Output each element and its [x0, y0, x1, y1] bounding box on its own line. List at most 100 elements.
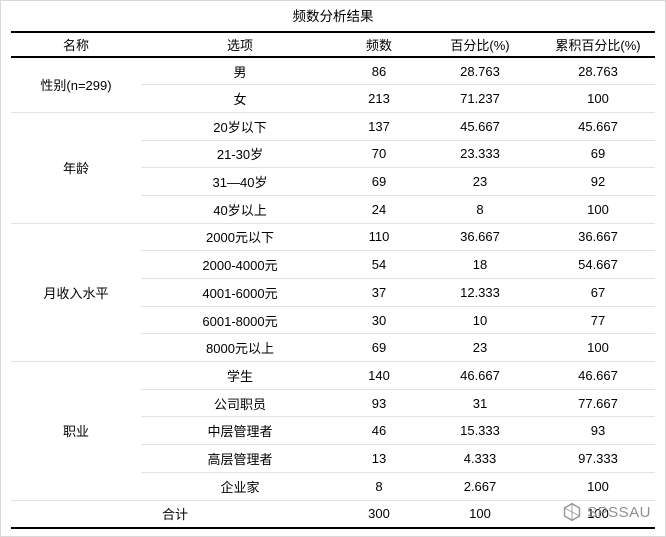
frequency-table: 名称 选项 频数 百分比(%) 累积百分比(%) 性别(n=299) 男 86 … — [11, 31, 655, 529]
group-label-gender: 性别(n=299) — [11, 57, 141, 113]
pct-cell: 4.333 — [419, 444, 541, 473]
option-cell: 公司职员 — [141, 389, 339, 418]
pct-cell: 45.667 — [419, 112, 541, 141]
group-label-age: 年龄 — [11, 112, 141, 224]
cum-cell: 67 — [541, 278, 655, 307]
option-cell: 2000元以下 — [141, 223, 339, 252]
freq-cell: 54 — [339, 250, 419, 279]
freq-cell: 13 — [339, 444, 419, 473]
cum-cell: 97.333 — [541, 444, 655, 473]
option-cell: 8000元以上 — [141, 333, 339, 363]
table-row: 高层管理者 13 4.333 97.333 — [11, 444, 655, 473]
spssau-logo-icon — [562, 502, 582, 522]
pct-cell: 28.763 — [419, 57, 541, 86]
pct-cell: 71.237 — [419, 84, 541, 113]
pct-cell: 31 — [419, 389, 541, 418]
freq-cell: 70 — [339, 140, 419, 169]
table-row: 40岁以上 24 8 100 — [11, 195, 655, 224]
option-cell: 高层管理者 — [141, 444, 339, 473]
option-cell: 40岁以上 — [141, 195, 339, 224]
table-row: 21-30岁 70 23.333 69 — [11, 140, 655, 169]
col-header-frequency: 频数 — [339, 32, 419, 58]
pct-cell: 23 — [419, 333, 541, 363]
cum-cell: 28.763 — [541, 57, 655, 86]
table-row: 公司职员 93 31 77.667 — [11, 389, 655, 418]
freq-cell: 69 — [339, 167, 419, 196]
table-row: 女 213 71.237 100 — [11, 84, 655, 113]
freq-cell: 30 — [339, 306, 419, 335]
option-cell: 21-30岁 — [141, 140, 339, 169]
option-cell: 31—40岁 — [141, 167, 339, 196]
table-row: 性别(n=299) 男 86 28.763 28.763 — [11, 57, 655, 113]
pct-cell: 15.333 — [419, 416, 541, 446]
option-cell: 学生 — [141, 361, 339, 390]
group-label-income: 月收入水平 — [11, 223, 141, 363]
pct-cell: 2.667 — [419, 472, 541, 501]
cum-cell: 69 — [541, 140, 655, 169]
option-cell: 2000-4000元 — [141, 250, 339, 279]
watermark-text: SPSSAU — [587, 503, 651, 521]
cum-cell: 36.667 — [541, 223, 655, 252]
col-header-name: 名称 — [11, 32, 141, 58]
option-cell: 女 — [141, 84, 339, 113]
total-freq-cell: 300 — [368, 506, 390, 522]
table-row: 企业家 8 2.667 100 — [11, 472, 655, 501]
pct-cell: 12.333 — [419, 278, 541, 307]
table-row: 4001-6000元 37 12.333 67 — [11, 278, 655, 307]
cum-cell: 45.667 — [541, 112, 655, 141]
option-cell: 20岁以下 — [141, 112, 339, 141]
total-row: 合计 300 100 100 — [11, 500, 655, 528]
pct-cell: 36.667 — [419, 223, 541, 252]
freq-cell: 46 — [339, 416, 419, 446]
col-header-cumulative-percent: 累积百分比(%) — [541, 32, 655, 58]
pct-cell: 23.333 — [419, 140, 541, 169]
freq-cell: 213 — [339, 84, 419, 113]
option-cell: 6001-8000元 — [141, 306, 339, 335]
cum-cell: 100 — [541, 84, 655, 113]
group-label-occupation: 职业 — [11, 361, 141, 501]
freq-cell: 24 — [339, 195, 419, 224]
cum-cell: 100 — [541, 472, 655, 501]
freq-cell: 69 — [339, 333, 419, 363]
table-row: 6001-8000元 30 10 77 — [11, 306, 655, 335]
freq-cell: 37 — [339, 278, 419, 307]
total-label: 合计 — [161, 507, 188, 523]
watermark: SPSSAU — [562, 502, 651, 522]
cum-cell: 100 — [541, 333, 655, 363]
freq-cell: 137 — [339, 112, 419, 141]
cum-cell: 93 — [541, 416, 655, 446]
table-row: 中层管理者 46 15.333 93 — [11, 416, 655, 446]
option-cell: 4001-6000元 — [141, 278, 339, 307]
freq-cell: 110 — [339, 223, 419, 252]
table-title: 频数分析结果 — [292, 9, 374, 24]
option-cell: 中层管理者 — [141, 416, 339, 446]
table-row: 月收入水平 2000元以下 110 36.667 36.667 — [11, 223, 655, 363]
table-row: 年龄 20岁以下 137 45.667 45.667 — [11, 112, 655, 224]
freq-cell: 140 — [339, 361, 419, 390]
cum-cell: 77 — [541, 306, 655, 335]
freq-cell: 8 — [339, 472, 419, 501]
total-cum-cell: 100 — [587, 506, 609, 522]
freq-cell: 86 — [339, 57, 419, 86]
pct-cell: 10 — [419, 306, 541, 335]
table-row: 职业 学生 140 46.667 46.667 — [11, 361, 655, 501]
cum-cell: 100 — [541, 195, 655, 224]
cum-cell: 77.667 — [541, 389, 655, 418]
col-header-percent: 百分比(%) — [419, 32, 541, 58]
total-pct-cell: 100 — [469, 506, 491, 522]
freq-cell: 93 — [339, 389, 419, 418]
cum-cell: 54.667 — [541, 250, 655, 279]
header-row: 名称 选项 频数 百分比(%) 累积百分比(%) — [11, 32, 655, 58]
pct-cell: 46.667 — [419, 361, 541, 390]
option-cell: 企业家 — [141, 472, 339, 501]
option-cell: 男 — [141, 57, 339, 86]
pct-cell: 23 — [419, 167, 541, 196]
table-row: 8000元以上 69 23 100 — [11, 333, 655, 363]
table-row: 2000-4000元 54 18 54.667 — [11, 250, 655, 279]
table-row: 31—40岁 69 23 92 — [11, 167, 655, 196]
cum-cell: 46.667 — [541, 361, 655, 390]
cum-cell: 92 — [541, 167, 655, 196]
pct-cell: 8 — [419, 195, 541, 224]
pct-cell: 18 — [419, 250, 541, 279]
